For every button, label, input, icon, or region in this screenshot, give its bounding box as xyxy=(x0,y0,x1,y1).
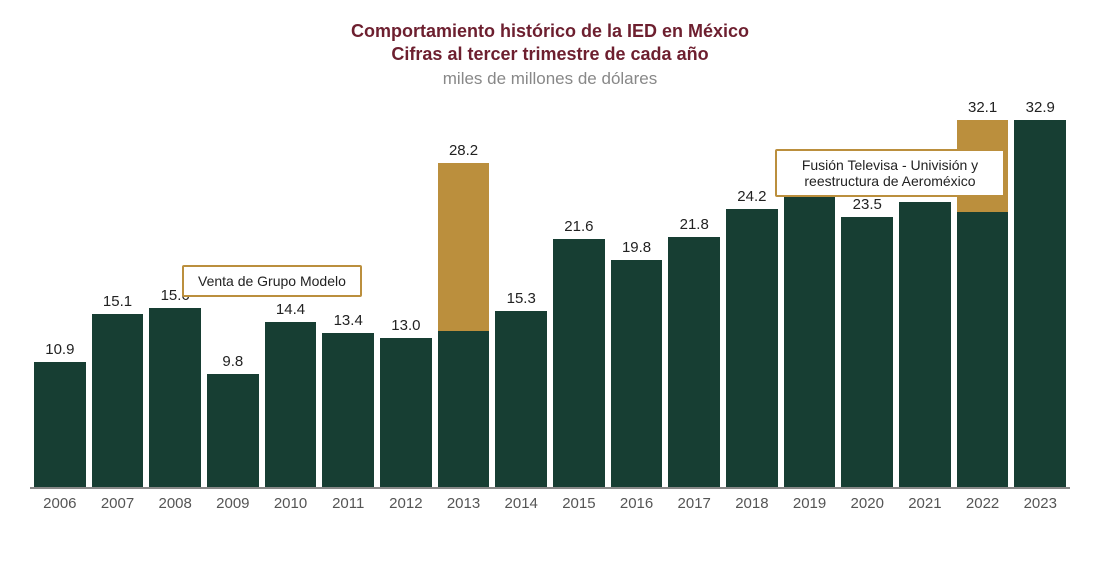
bar-col-2006: 10.9 xyxy=(34,99,86,487)
x-axis-label: 2020 xyxy=(841,495,893,512)
bar-col-2018: 24.2 xyxy=(726,99,778,487)
bar-base-segment xyxy=(553,239,605,487)
bar-value-label: 21.8 xyxy=(680,216,709,233)
bar-value-label: 9.8 xyxy=(222,353,243,370)
bar-base-segment xyxy=(841,217,893,487)
x-axis-label: 2007 xyxy=(92,495,144,512)
bar-value-label: 28.2 xyxy=(449,142,478,159)
bar-base-segment xyxy=(438,331,490,487)
bar-col-2012: 13.0 xyxy=(380,99,432,487)
bar-value-label: 21.6 xyxy=(564,218,593,235)
x-axis-label: 2021 xyxy=(899,495,951,512)
x-axis-label: 2009 xyxy=(207,495,259,512)
bar-base-segment xyxy=(149,308,201,487)
bar-base-segment xyxy=(668,237,720,487)
bar-value-label: 14.4 xyxy=(276,301,305,318)
bar-col-2007: 15.1 xyxy=(92,99,144,487)
x-axis-label: 2013 xyxy=(438,495,490,512)
callout-grupo-modelo: Venta de Grupo Modelo xyxy=(182,265,362,297)
bar-base-segment xyxy=(322,333,374,487)
x-axis-label: 2016 xyxy=(611,495,663,512)
bar-value-label: 15.3 xyxy=(507,290,536,307)
bar-base-segment xyxy=(380,338,432,487)
bar-base-segment xyxy=(495,311,547,487)
chart-area: Venta de Grupo Modelo Fusión Televisa - … xyxy=(30,99,1070,529)
x-axis-label: 2008 xyxy=(149,495,201,512)
callout-televisa-aeromexico: Fusión Televisa - Univisión y reestructu… xyxy=(775,149,1005,197)
x-axis-label: 2023 xyxy=(1014,495,1066,512)
x-axis-label: 2022 xyxy=(957,495,1009,512)
x-axis-label: 2006 xyxy=(34,495,86,512)
bar-base-segment xyxy=(34,362,86,487)
bar-value-label: 13.4 xyxy=(334,312,363,329)
bar-extra-segment xyxy=(438,163,490,330)
bar-value-label: 15.1 xyxy=(103,293,132,310)
x-axis: 2006 2007 2008 2009 2010 2011 2012 2013 2014 2015… xyxy=(30,489,1070,512)
x-axis-label: 2019 xyxy=(784,495,836,512)
bar-value-label: 19.8 xyxy=(622,239,651,256)
x-axis-label: 2015 xyxy=(553,495,605,512)
chart-subtitle: miles de millones de dólares xyxy=(30,69,1070,89)
chart-title-line2: Cifras al tercer trimestre de cada año xyxy=(30,43,1070,66)
bar-col-2014: 15.3 xyxy=(495,99,547,487)
bar-value-label: 13.0 xyxy=(391,317,420,334)
x-axis-label: 2014 xyxy=(495,495,547,512)
x-axis-label: 2010 xyxy=(265,495,317,512)
bar-col-2013: 28.2 xyxy=(438,99,490,487)
bar-base-segment xyxy=(1014,120,1066,487)
bar-base-segment xyxy=(899,202,951,486)
bar-base-segment xyxy=(611,260,663,487)
x-axis-label: 2012 xyxy=(380,495,432,512)
bar-value-label: 32.1 xyxy=(968,99,997,116)
x-axis-label: 2018 xyxy=(726,495,778,512)
bar-value-label: 24.2 xyxy=(737,188,766,205)
bar-base-segment xyxy=(207,374,259,486)
chart-title-line1: Comportamiento histórico de la IED en Mé… xyxy=(30,20,1070,43)
bar-col-2015: 21.6 xyxy=(553,99,605,487)
bar-value-label: 32.9 xyxy=(1026,99,1055,116)
bar-value-label: 10.9 xyxy=(45,341,74,358)
bar-base-segment xyxy=(957,212,1009,486)
x-axis-label: 2017 xyxy=(668,495,720,512)
chart-title-block: Comportamiento histórico de la IED en Mé… xyxy=(30,20,1070,89)
bar-base-segment xyxy=(265,322,317,487)
bar-value-label: 23.5 xyxy=(853,196,882,213)
bar-base-segment xyxy=(726,209,778,487)
x-axis-label: 2011 xyxy=(322,495,374,512)
bar-col-2017: 21.8 xyxy=(668,99,720,487)
bar-col-2016: 19.8 xyxy=(611,99,663,487)
bar-base-segment xyxy=(784,187,836,486)
bar-col-2023: 32.9 xyxy=(1014,99,1066,487)
bar-base-segment xyxy=(92,314,144,487)
